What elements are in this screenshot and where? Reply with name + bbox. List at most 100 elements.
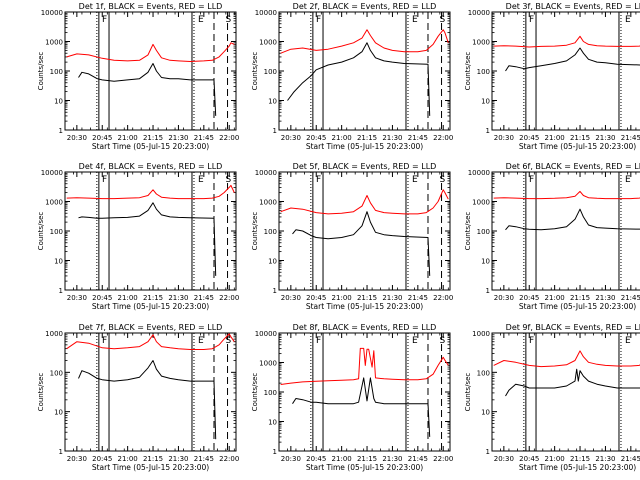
events-series-line (78, 63, 217, 116)
x-tick-label: 20:45 (306, 294, 326, 302)
y-axis-label: Counts/sec (251, 212, 259, 251)
x-tick-label: 21:30 (168, 455, 188, 463)
y-tick-label: 10 (481, 98, 490, 106)
x-tick-label: 21:30 (595, 134, 615, 142)
chart-panel-6: Det 6f, BLACK = Events, RED = LLD 1 10 100 1… (464, 162, 640, 311)
annotation-letter: F (316, 15, 321, 25)
annotation-letter: E (412, 15, 418, 25)
y-tick-label: 1000 (259, 39, 277, 47)
y-tick-label: 10 (481, 258, 490, 266)
y-tick-label: 10 (268, 419, 277, 427)
lld-series-line (280, 189, 449, 215)
axes-frame (278, 171, 451, 291)
lld-series-line (493, 190, 640, 200)
chart-title: Det 3f, BLACK = Events, RED = LLD (506, 2, 640, 11)
x-axis-label: Start Time (05-Jul-15 20:23:00) (92, 142, 209, 151)
x-axis-label: Start Time (05-Jul-15 20:23:00) (306, 142, 423, 151)
x-tick-label: 21:30 (595, 455, 615, 463)
x-tick-label: 20:45 (306, 455, 326, 463)
x-tick-label: 20:30 (494, 455, 514, 463)
chart-title: Det 4f, BLACK = Events, RED = LLD (79, 162, 223, 171)
y-tick-label: 10 (54, 258, 63, 266)
x-tick-label: 22:00 (433, 134, 453, 142)
x-tick-label: 21:45 (194, 455, 214, 463)
x-tick-label: 20:30 (494, 134, 514, 142)
x-tick-label: 21:45 (408, 134, 428, 142)
axes-frame (278, 332, 451, 452)
x-tick-label: 21:15 (357, 455, 377, 463)
x-axis-label: Start Time (05-Jul-15 20:23:00) (519, 302, 636, 311)
events-series-line (292, 377, 431, 437)
y-tick-label: 10000 (41, 9, 63, 17)
y-tick-label: 1 (486, 127, 490, 135)
y-tick-label: 10000 (255, 330, 277, 338)
events-series-line (505, 208, 640, 231)
y-tick-label: 100 (264, 228, 277, 236)
events-series-line (505, 47, 640, 72)
y-tick-label: 10 (54, 98, 63, 106)
annotation-letter: S (226, 336, 232, 346)
x-tick-label: 21:15 (143, 134, 163, 142)
y-tick-label: 1000 (45, 330, 63, 338)
chart-title: Det 7f, BLACK = Events, RED = LLD (79, 323, 223, 332)
x-tick-label: 21:45 (621, 134, 640, 142)
annotation-letter: S (440, 15, 446, 25)
chart-panel-7: Det 7f, BLACK = Events, RED = LLD 1 10 100 1… (37, 323, 239, 472)
annotation-letter: F (316, 336, 321, 346)
annotation-letter: F (529, 15, 534, 25)
x-tick-label: 20:30 (494, 294, 514, 302)
annotation-letter: E (412, 175, 418, 185)
x-tick-label: 20:45 (92, 455, 112, 463)
x-axis-label: Start Time (05-Jul-15 20:23:00) (519, 142, 636, 151)
y-tick-label: 100 (477, 228, 490, 236)
events-series-line (78, 202, 217, 276)
axes-frame (491, 171, 640, 291)
x-tick-label: 21:45 (621, 294, 640, 302)
chart-title: Det 6f, BLACK = Events, RED = LLD (506, 162, 640, 171)
events-series-line (292, 211, 431, 276)
y-tick-label: 100 (50, 228, 63, 236)
lld-series-line (280, 347, 449, 385)
y-tick-label: 10 (481, 409, 490, 417)
chart-title: Det 8f, BLACK = Events, RED = LLD (293, 323, 437, 332)
x-tick-label: 21:45 (408, 455, 428, 463)
x-tick-label: 21:30 (168, 134, 188, 142)
chart-panel-1: Det 1f, BLACK = Events, RED = LLD 1 10 100 1… (37, 2, 239, 151)
annotation-letter: S (226, 175, 232, 185)
y-tick-label: 1000 (259, 199, 277, 207)
y-axis-label: Counts/sec (37, 373, 45, 412)
x-axis-label: Start Time (05-Jul-15 20:23:00) (306, 302, 423, 311)
annotation-letter: F (102, 336, 107, 346)
y-tick-label: 1 (273, 448, 277, 456)
x-axis-label: Start Time (05-Jul-15 20:23:00) (306, 463, 423, 472)
y-axis-label: Counts/sec (464, 373, 472, 412)
annotation-letter: E (625, 175, 631, 185)
y-tick-label: 10000 (468, 9, 490, 17)
y-tick-label: 100 (264, 389, 277, 397)
x-tick-label: 21:15 (570, 134, 590, 142)
chart-panel-9: Det 9f, BLACK = Events, RED = LLD 1 10 100 1… (464, 323, 640, 472)
x-tick-label: 21:30 (382, 455, 402, 463)
chart-panel-4: Det 4f, BLACK = Events, RED = LLD 1 10 100 1… (37, 162, 239, 311)
x-tick-label: 20:30 (281, 134, 301, 142)
chart-title: Det 9f, BLACK = Events, RED = LLD (506, 323, 640, 332)
lld-series-line (493, 35, 640, 48)
x-tick-label: 21:15 (143, 455, 163, 463)
x-tick-label: 22:00 (219, 294, 239, 302)
events-series-line (505, 368, 640, 397)
y-tick-label: 1000 (472, 39, 490, 47)
x-tick-label: 20:30 (281, 294, 301, 302)
y-tick-label: 10000 (468, 169, 490, 177)
events-series-line (78, 360, 217, 440)
y-tick-label: 100 (50, 68, 63, 76)
y-tick-label: 1 (486, 448, 490, 456)
lld-series-line (493, 350, 640, 368)
events-series-line (287, 42, 431, 116)
annotation-letter: E (625, 336, 631, 346)
x-axis-label: Start Time (05-Jul-15 20:23:00) (92, 302, 209, 311)
y-tick-label: 1 (59, 287, 63, 295)
y-tick-label: 1000 (472, 199, 490, 207)
chart-panel-3: Det 3f, BLACK = Events, RED = LLD 1 10 100 1… (464, 2, 640, 151)
chart-title: Det 1f, BLACK = Events, RED = LLD (79, 2, 223, 11)
